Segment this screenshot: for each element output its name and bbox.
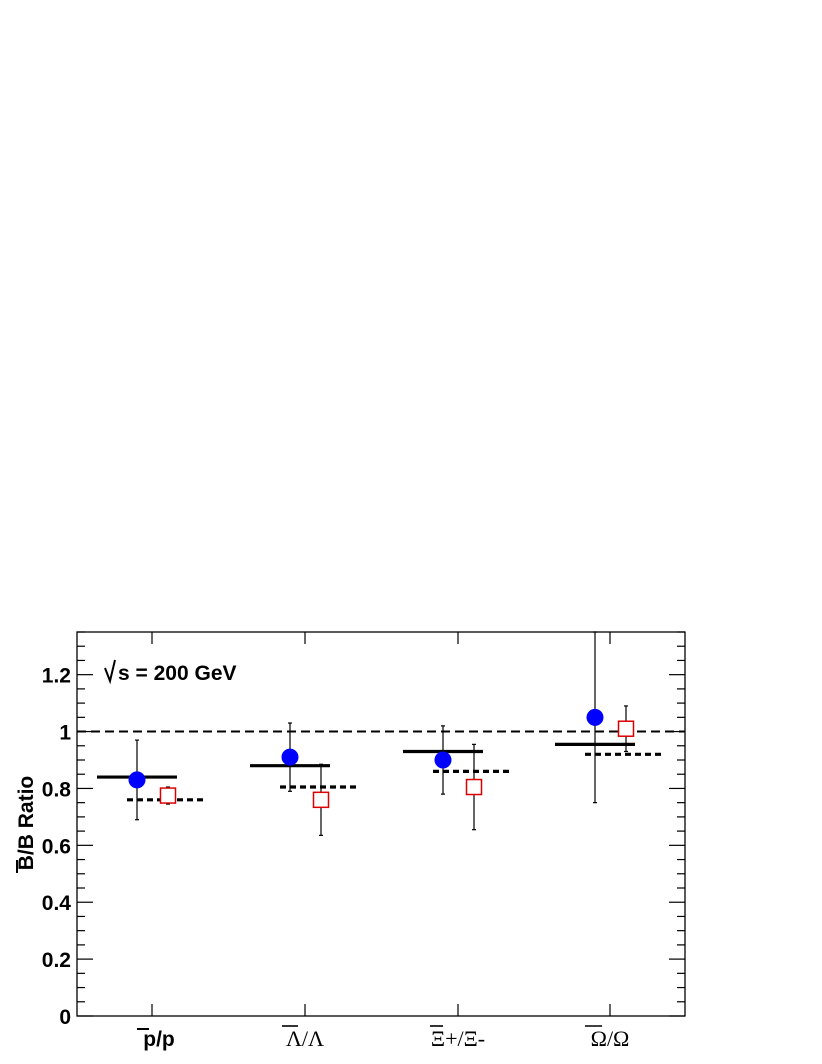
y-tick-label: 0.6 bbox=[42, 835, 71, 858]
energy-annotation-text: s = 200 GeV bbox=[118, 662, 237, 685]
data-point-circle bbox=[281, 748, 299, 766]
data-point-circle bbox=[128, 771, 146, 789]
x-category-label: p/p bbox=[143, 1028, 175, 1051]
data-point-square bbox=[617, 720, 635, 737]
x-category-label: Ω/Ω bbox=[591, 1026, 630, 1051]
data-point-square bbox=[312, 791, 330, 809]
y-tick-label: 0.8 bbox=[42, 778, 72, 801]
energy-annotation: s = 200 GeV bbox=[104, 659, 237, 685]
data-point-square bbox=[159, 787, 177, 804]
plot-frame bbox=[76, 631, 686, 1017]
y-axis-title-text: B/B Ratio bbox=[15, 776, 38, 871]
y-tick-label: 0 bbox=[59, 1006, 71, 1029]
data-point-circle bbox=[434, 751, 452, 769]
y-tick-label: 0.2 bbox=[42, 949, 71, 972]
x-category-label: Ξ+/Ξ- bbox=[431, 1026, 485, 1051]
x-category-label: Λ/Λ bbox=[286, 1026, 324, 1051]
sqrt-sign-icon bbox=[104, 659, 116, 685]
y-axis-title: B/B Ratio bbox=[15, 776, 38, 873]
y-tick-label: 1 bbox=[59, 722, 71, 745]
data-point-square bbox=[465, 778, 483, 796]
y-tick-label: 1.2 bbox=[42, 665, 71, 688]
y-tick-label: 0.4 bbox=[42, 892, 72, 915]
data-point-circle bbox=[586, 708, 604, 726]
